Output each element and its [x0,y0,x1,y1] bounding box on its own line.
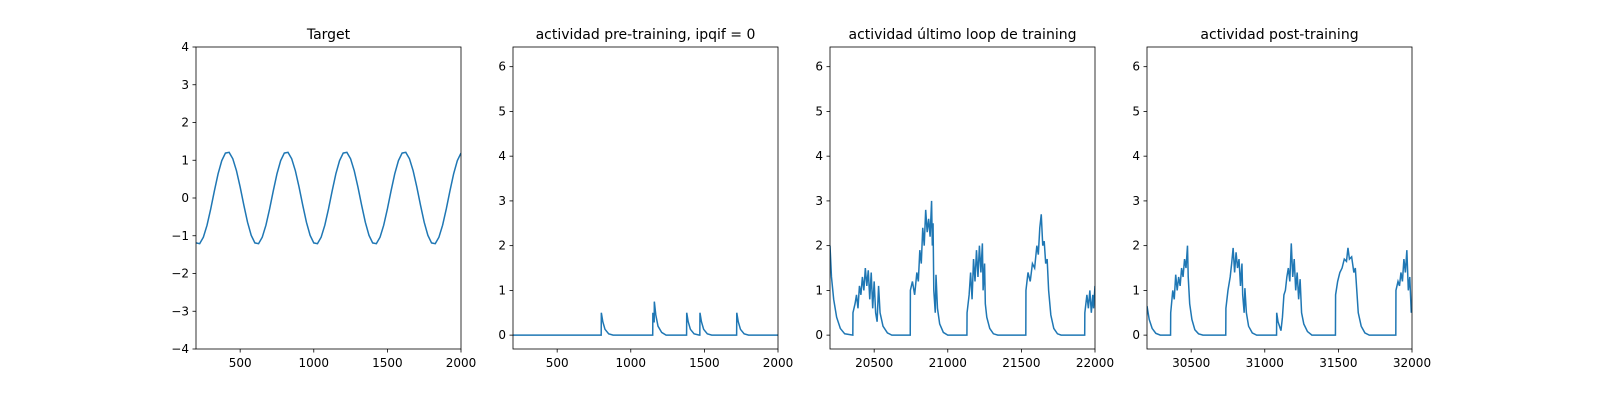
subplot-title: actividad último loop de training [849,27,1077,43]
y-tick-label: 2 [1132,239,1140,253]
y-tick-label: 6 [815,60,823,74]
x-tick-label: 30500 [1172,356,1210,370]
x-tick-label: 20500 [855,356,893,370]
y-tick-label: 3 [181,78,189,92]
x-tick-label: 21500 [1002,356,1040,370]
data-line [513,301,778,336]
x-tick-label: 1000 [299,356,330,370]
y-tick-label: 1 [815,283,823,297]
x-tick-label: 31500 [1319,356,1357,370]
x-tick-label: 31000 [1246,356,1284,370]
x-tick-label: 500 [229,356,252,370]
axes-frame [829,46,1096,350]
y-tick-label: 5 [815,104,823,118]
y-tick-label: 0 [815,328,823,342]
y-tick-label: −1 [171,229,189,243]
y-tick-label: −2 [171,267,189,281]
x-tick-label: 1500 [689,356,720,370]
x-tick-label: 2000 [446,356,477,370]
y-tick-label: 3 [498,194,506,208]
axes-frame [195,46,462,350]
x-tick-label: 1000 [616,356,647,370]
x-tick-label: 22000 [1076,356,1114,370]
subplot-title: actividad pre-training, ipqif = 0 [536,27,756,43]
y-tick-label: 2 [498,239,506,253]
subplot-title: actividad post-training [1200,27,1358,43]
axes-frame [1146,46,1413,350]
y-tick-label: −4 [171,342,189,356]
y-tick-label: 2 [815,239,823,253]
y-tick-label: 1 [1132,283,1140,297]
y-tick-label: 1 [181,153,189,167]
y-tick-label: 4 [498,149,506,163]
x-tick-label: 21000 [929,356,967,370]
y-tick-label: 2 [181,116,189,130]
x-tick-label: 1500 [372,356,403,370]
x-tick-label: 500 [546,356,569,370]
y-tick-label: 1 [498,283,506,297]
x-tick-label: 32000 [1393,356,1431,370]
y-tick-label: 4 [1132,149,1140,163]
data-line [196,151,461,245]
subplot: actividad pre-training, ipqif = 0 0 1 2 3 4 5 6… [498,27,793,370]
y-tick-label: 0 [181,191,189,205]
subplot-title: Target [306,27,351,43]
x-tick-label: 2000 [763,356,794,370]
y-tick-label: 6 [1132,60,1140,74]
y-tick-label: 4 [815,149,823,163]
y-tick-label: 5 [498,104,506,118]
data-line [1147,243,1412,336]
y-tick-label: 3 [1132,194,1140,208]
subplot: Target −4 −3 −2 −1 0 1 2 3 4 500 1000 1500 2000 [171,27,476,370]
axes-frame [512,46,779,350]
y-tick-label: 6 [498,60,506,74]
y-tick-label: 3 [815,194,823,208]
y-tick-label: 0 [1132,328,1140,342]
subplot: actividad post-training 0 1 2 3 4 5 6 30500 31000… [1132,27,1431,370]
y-tick-label: 5 [1132,104,1140,118]
y-tick-label: 0 [498,328,506,342]
subplot: actividad último loop de training 0 1 2 3 4 5 6… [815,27,1114,370]
data-line [830,200,1095,337]
y-tick-label: 4 [181,40,189,54]
y-tick-label: −3 [171,304,189,318]
